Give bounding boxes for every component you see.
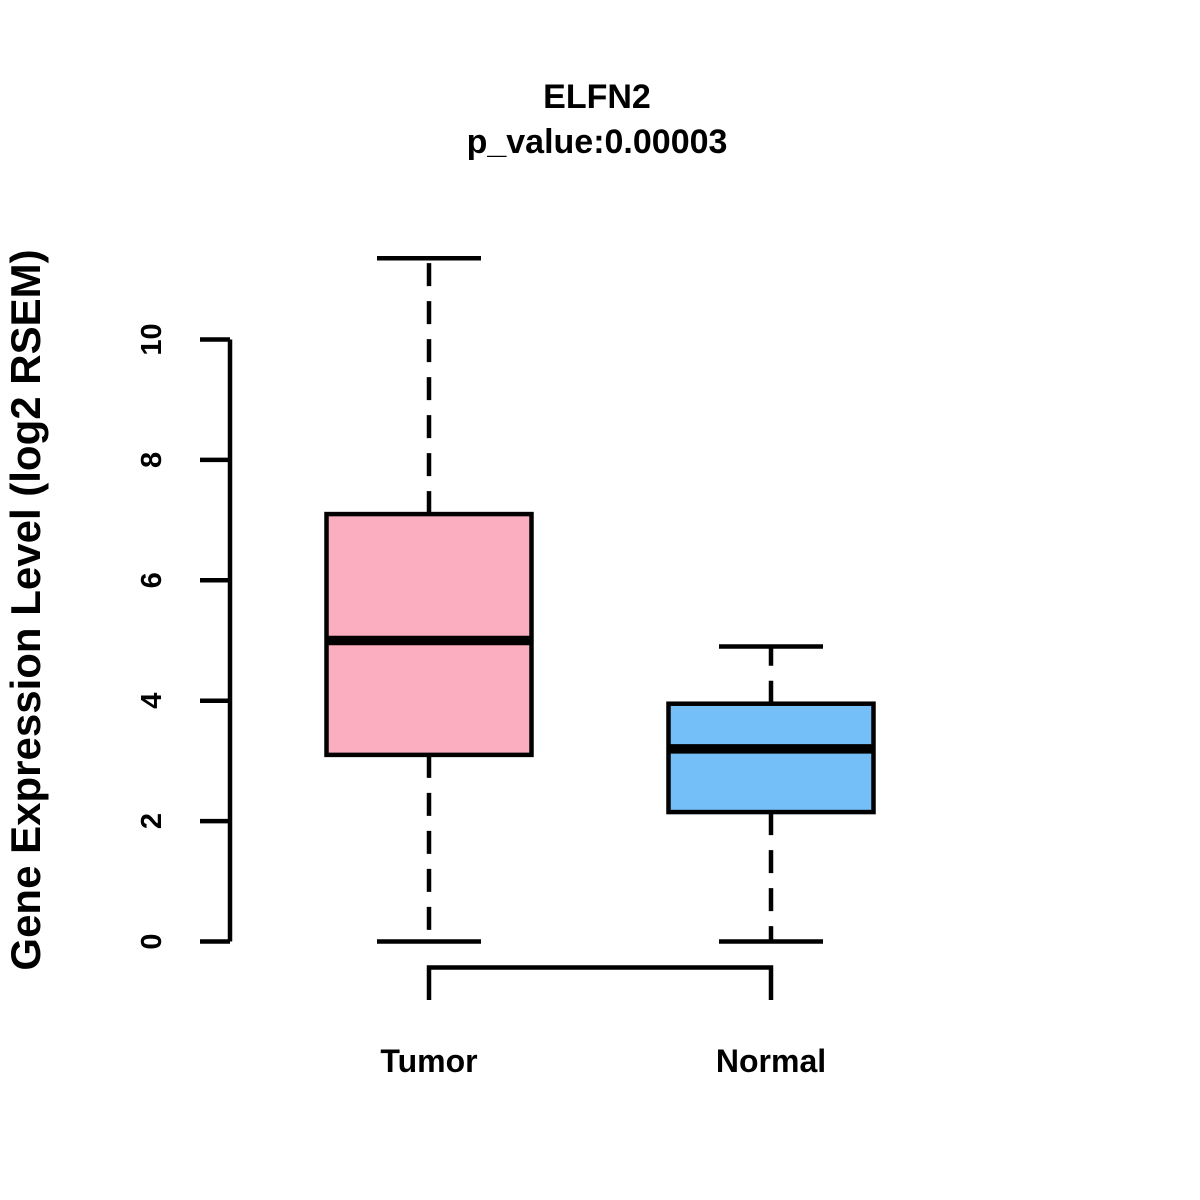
x-axis-bracket-group — [426, 965, 774, 1000]
x-axis-bracket — [426, 965, 774, 1000]
tumor-iqr-box — [324, 511, 534, 758]
x-axis-label-tumor: Tumor — [380, 1043, 477, 1079]
y-axis: 0 2 4 6 8 10 — [136, 323, 233, 950]
x-axis-label-normal: Normal — [716, 1043, 826, 1079]
y-tick-label-4: 4 — [136, 693, 168, 709]
y-tick-label-0: 0 — [136, 933, 168, 949]
chart-subtitle-pvalue: p_value:0.00003 — [467, 123, 728, 161]
x-axis-labels: Tumor Normal — [380, 1043, 826, 1079]
y-tick-label-10: 10 — [136, 323, 168, 355]
y-tick-label-8: 8 — [136, 452, 168, 468]
y-tick-label-2: 2 — [136, 813, 168, 829]
y-tick-label-6: 6 — [136, 572, 168, 588]
chart-title: ELFN2 — [543, 78, 651, 116]
box-layer — [324, 255, 876, 944]
y-axis-label: Gene Expression Level (log2 RSEM) — [2, 249, 49, 970]
normal-iqr-box — [666, 701, 876, 815]
